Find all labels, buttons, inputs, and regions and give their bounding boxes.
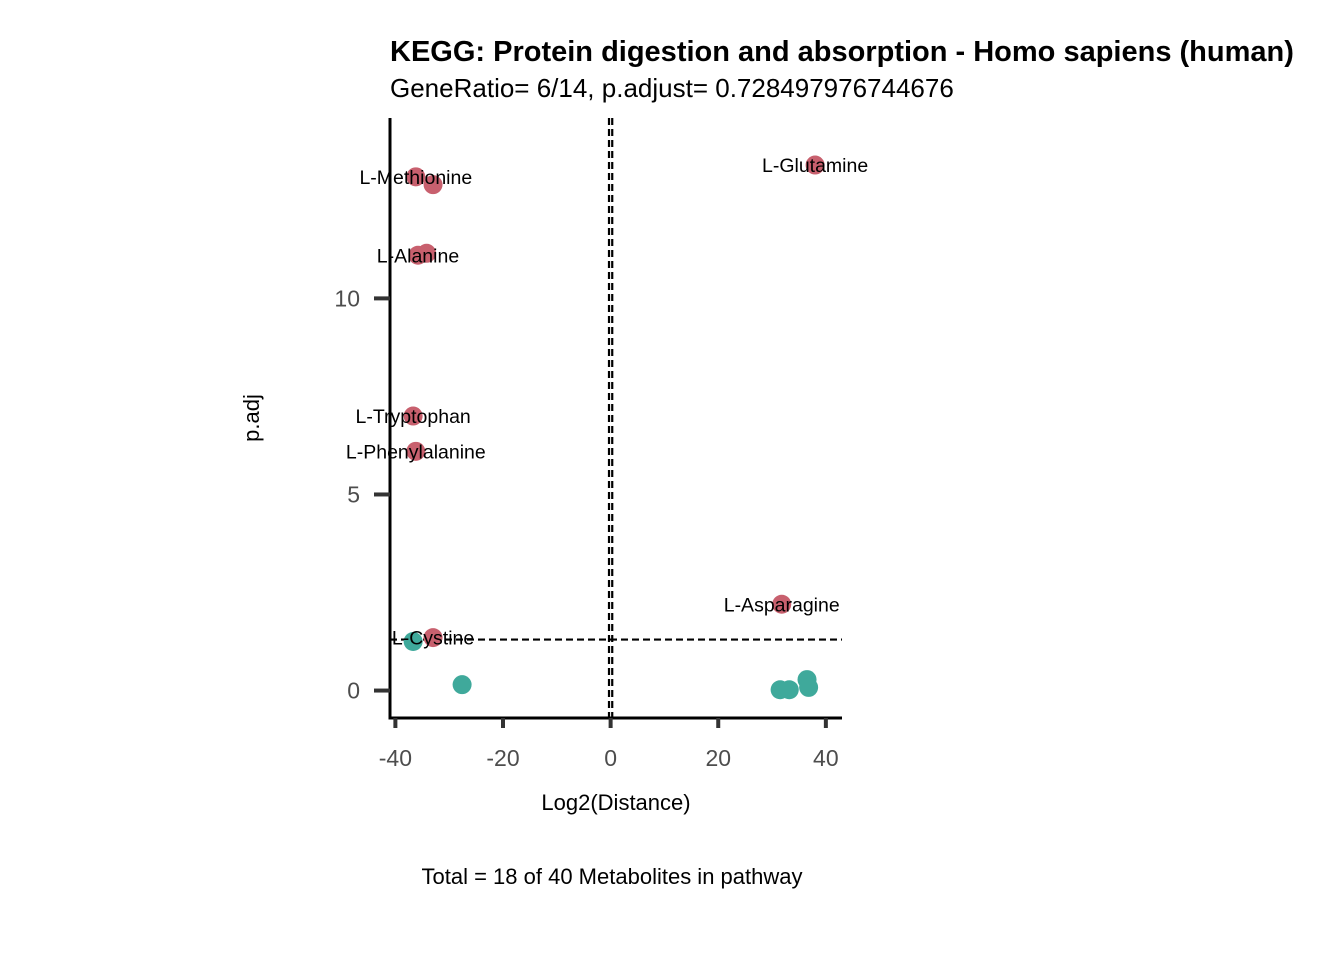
- point-label: L-Cystine: [392, 628, 474, 650]
- data-point: [423, 628, 443, 648]
- x-tick-label: 40: [813, 745, 839, 771]
- y-tick-label: 5: [347, 481, 360, 507]
- x-axis-title: Log2(Distance): [541, 790, 690, 815]
- point-label: L-Tryptophan: [356, 406, 471, 428]
- x-tick-label: 0: [604, 745, 617, 771]
- data-point: [772, 594, 792, 614]
- chart-title: KEGG: Protein digestion and absorption -…: [390, 36, 1294, 68]
- data-point: [406, 441, 426, 461]
- x-tick-label: 20: [705, 745, 731, 771]
- point-label: L-Asparagine: [724, 594, 840, 616]
- x-tick-label: -20: [486, 745, 519, 771]
- data-point: [779, 680, 799, 700]
- y-tick-label: 10: [334, 285, 360, 311]
- data-point: [423, 175, 443, 195]
- x-tick-label: -40: [379, 745, 412, 771]
- data-point: [799, 677, 819, 697]
- point-label: L-Glutamine: [762, 155, 868, 177]
- data-point: [452, 675, 472, 695]
- data-point: [406, 167, 426, 187]
- y-tick-label: 0: [347, 678, 360, 704]
- point-label: L-Phenylalanine: [346, 441, 486, 463]
- data-point: [403, 632, 423, 652]
- point-label: L-Methionine: [359, 167, 472, 189]
- data-point: [417, 243, 437, 263]
- data-point: [805, 155, 825, 175]
- plot-area: -40 -20 0 20 40 0 5 10 L-Methionine L-Glutamine L-…: [334, 118, 868, 771]
- data-point: [403, 406, 423, 426]
- y-axis-title: p.adj: [239, 394, 264, 442]
- chart-subtitle: GeneRatio= 6/14, p.adjust= 0.72849797674…: [390, 73, 954, 103]
- point-label: L-Alanine: [377, 245, 459, 267]
- chart-caption: Total = 18 of 40 Metabolites in pathway: [422, 864, 803, 889]
